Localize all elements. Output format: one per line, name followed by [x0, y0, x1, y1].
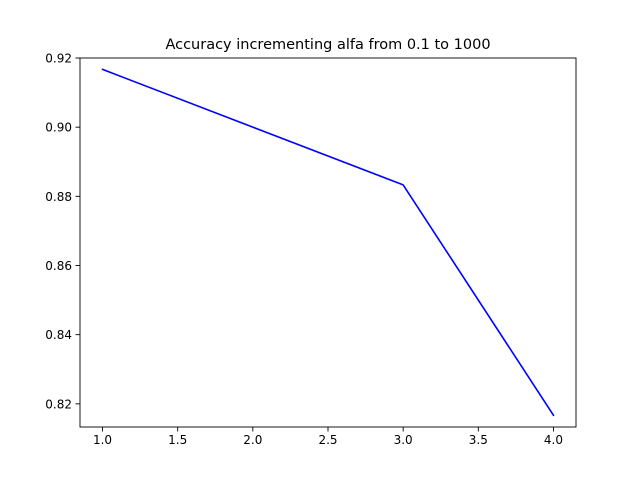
x-tick-label: 2.5	[318, 433, 337, 447]
y-tick-label: 0.92	[45, 52, 72, 66]
y-tick-label: 0.90	[45, 121, 72, 135]
y-tick-label: 0.88	[45, 190, 72, 204]
x-tick-label: 1.5	[168, 433, 187, 447]
plot-area: 1.0 1.5 2.0 2.5 3.0 3.5 4.0 0.82 0.84 0.86 0.88 0.9…	[45, 52, 577, 447]
x-tick-label: 3.0	[394, 433, 413, 447]
series-line	[101, 68, 555, 417]
y-tick-label: 0.82	[45, 397, 72, 411]
y-tick-label: 0.86	[45, 259, 72, 273]
y-tick-label: 0.84	[45, 328, 72, 342]
chart-title: Accuracy incrementing alfa from 0.1 to 1…	[165, 37, 490, 53]
x-tick-label: 4.0	[544, 433, 563, 447]
x-tick-label: 1.0	[93, 433, 112, 447]
x-tick-label: 3.5	[469, 433, 488, 447]
x-tick-label: 2.0	[243, 433, 262, 447]
